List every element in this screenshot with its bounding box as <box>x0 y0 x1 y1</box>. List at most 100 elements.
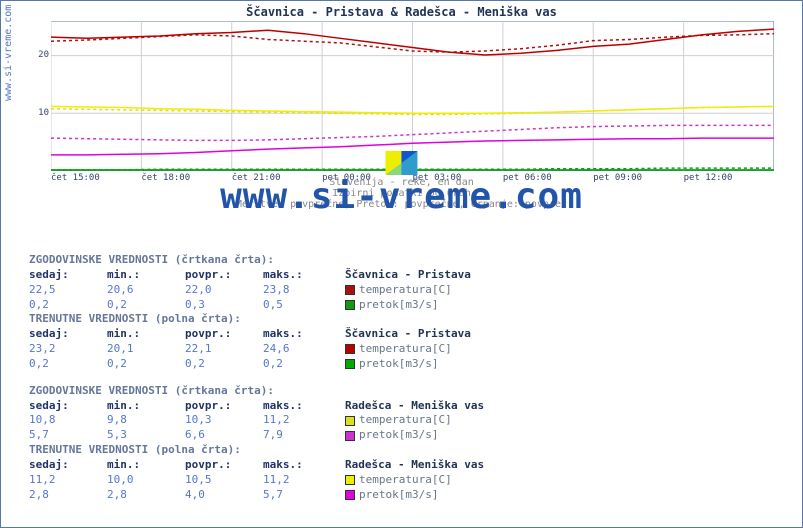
chart-area <box>51 21 774 171</box>
color-swatch-icon <box>345 344 355 354</box>
sidebar-url: www.si-vreme.com <box>3 5 14 101</box>
legend-entry: temperatura[C] <box>341 413 452 428</box>
data-cell: 10,3 <box>185 413 263 428</box>
col-header: povpr.: <box>185 327 263 342</box>
data-cell: 22,0 <box>185 283 263 298</box>
data-row: 23,220,122,124,6 temperatura[C] <box>29 342 802 357</box>
legend-entry: pretok[m3/s] <box>341 298 438 313</box>
station-name: Ščavnica - Pristava <box>345 327 471 342</box>
data-cell: 0,2 <box>29 357 107 372</box>
x-tick-label: pet 09:00 <box>593 173 683 183</box>
data-cell: 22,1 <box>185 342 263 357</box>
data-cell: 10,0 <box>107 473 185 488</box>
data-cell: 11,2 <box>29 473 107 488</box>
station-name: Radešca - Meniška vas <box>345 458 484 473</box>
legend-label: temperatura[C] <box>359 473 452 488</box>
data-cell: 23,2 <box>29 342 107 357</box>
legend-label: pretok[m3/s] <box>359 428 438 443</box>
data-cell: 5,7 <box>263 488 341 503</box>
col-header: maks.: <box>263 458 341 473</box>
x-tick-label: čet 15:00 <box>51 173 141 183</box>
data-tables: ZGODOVINSKE VREDNOSTI (črtkana črta):sed… <box>1 183 802 503</box>
data-cell: 0,3 <box>185 298 263 313</box>
col-header: min.: <box>107 268 185 283</box>
y-axis-labels: 20 10 <box>33 21 49 171</box>
data-row: 0,20,20,20,2pretok[m3/s] <box>29 357 802 372</box>
data-row: 0,20,20,30,5pretok[m3/s] <box>29 298 802 313</box>
col-header: sedaj: <box>29 327 107 342</box>
legend-entry: pretok[m3/s] <box>341 488 438 503</box>
legend-label: pretok[m3/s] <box>359 357 438 372</box>
data-cell: 7,9 <box>263 428 341 443</box>
legend-entry: pretok[m3/s] <box>341 428 438 443</box>
data-cell: 4,0 <box>185 488 263 503</box>
station-name: Radešca - Meniška vas <box>345 399 484 414</box>
data-cell: 10,5 <box>185 473 263 488</box>
data-row: 10,89,810,311,2 temperatura[C] <box>29 413 802 428</box>
column-headers: sedaj:min.:povpr.:maks.: Radešca - Menišk… <box>29 458 802 473</box>
data-cell: 0,2 <box>263 357 341 372</box>
legend-label: pretok[m3/s] <box>359 488 438 503</box>
data-cell: 11,2 <box>263 473 341 488</box>
data-row: 22,520,622,023,8 temperatura[C] <box>29 283 802 298</box>
data-cell: 0,2 <box>29 298 107 313</box>
data-cell: 2,8 <box>107 488 185 503</box>
color-swatch-icon <box>345 285 355 295</box>
block-heading: ZGODOVINSKE VREDNOSTI (črtkana črta): <box>29 384 802 399</box>
legend-label: pretok[m3/s] <box>359 298 438 313</box>
col-header: povpr.: <box>185 399 263 414</box>
data-cell: 20,6 <box>107 283 185 298</box>
watermark-text: www.si-vreme.com <box>220 176 583 217</box>
data-cell: 0,2 <box>185 357 263 372</box>
color-swatch-icon <box>345 475 355 485</box>
data-cell: 11,2 <box>263 413 341 428</box>
line-chart-svg <box>51 21 774 171</box>
data-cell: 23,8 <box>263 283 341 298</box>
color-swatch-icon <box>345 416 355 426</box>
col-header: sedaj: <box>29 458 107 473</box>
ytick-20: 20 <box>38 50 49 60</box>
chart-title: Ščavnica - Pristava & Radešca - Meniška … <box>1 1 802 21</box>
data-cell: 2,8 <box>29 488 107 503</box>
column-headers: sedaj:min.:povpr.:maks.:Ščavnica - Prist… <box>29 268 802 283</box>
data-cell: 5,3 <box>107 428 185 443</box>
column-headers: sedaj:min.:povpr.:maks.: Ščavnica - Prist… <box>29 327 802 342</box>
legend-label: temperatura[C] <box>359 283 452 298</box>
col-header: sedaj: <box>29 268 107 283</box>
col-header: sedaj: <box>29 399 107 414</box>
watermark: www.si-vreme.com <box>220 176 583 217</box>
data-cell: 24,6 <box>263 342 341 357</box>
data-cell: 0,2 <box>107 357 185 372</box>
col-header: maks.: <box>263 399 341 414</box>
x-tick-label: pet 12:00 <box>684 173 774 183</box>
column-headers: sedaj:min.:povpr.:maks.: Radešca - Menišk… <box>29 399 802 414</box>
data-row: 2,82,84,05,7pretok[m3/s] <box>29 488 802 503</box>
block-heading: TRENUTNE VREDNOSTI (polna črta): <box>29 443 802 458</box>
data-cell: 20,1 <box>107 342 185 357</box>
col-header: min.: <box>107 399 185 414</box>
col-header: min.: <box>107 327 185 342</box>
legend-entry: temperatura[C] <box>341 342 452 357</box>
legend-entry: temperatura[C] <box>341 283 452 298</box>
color-swatch-icon <box>345 359 355 369</box>
col-header: maks.: <box>263 327 341 342</box>
x-tick-label: čet 18:00 <box>141 173 231 183</box>
legend-label: temperatura[C] <box>359 413 452 428</box>
data-cell: 0,5 <box>263 298 341 313</box>
data-cell: 5,7 <box>29 428 107 443</box>
col-header: povpr.: <box>185 458 263 473</box>
color-swatch-icon <box>345 490 355 500</box>
col-header: min.: <box>107 458 185 473</box>
data-cell: 9,8 <box>107 413 185 428</box>
color-swatch-icon <box>345 431 355 441</box>
ytick-10: 10 <box>38 108 49 118</box>
data-row: 11,210,010,511,2temperatura[C] <box>29 473 802 488</box>
data-row: 5,75,36,67,9 pretok[m3/s] <box>29 428 802 443</box>
data-cell: 10,8 <box>29 413 107 428</box>
legend-entry: temperatura[C] <box>341 473 452 488</box>
data-cell: 22,5 <box>29 283 107 298</box>
col-header: maks.: <box>263 268 341 283</box>
block-heading: TRENUTNE VREDNOSTI (polna črta): <box>29 312 802 327</box>
legend-label: temperatura[C] <box>359 342 452 357</box>
data-cell: 6,6 <box>185 428 263 443</box>
